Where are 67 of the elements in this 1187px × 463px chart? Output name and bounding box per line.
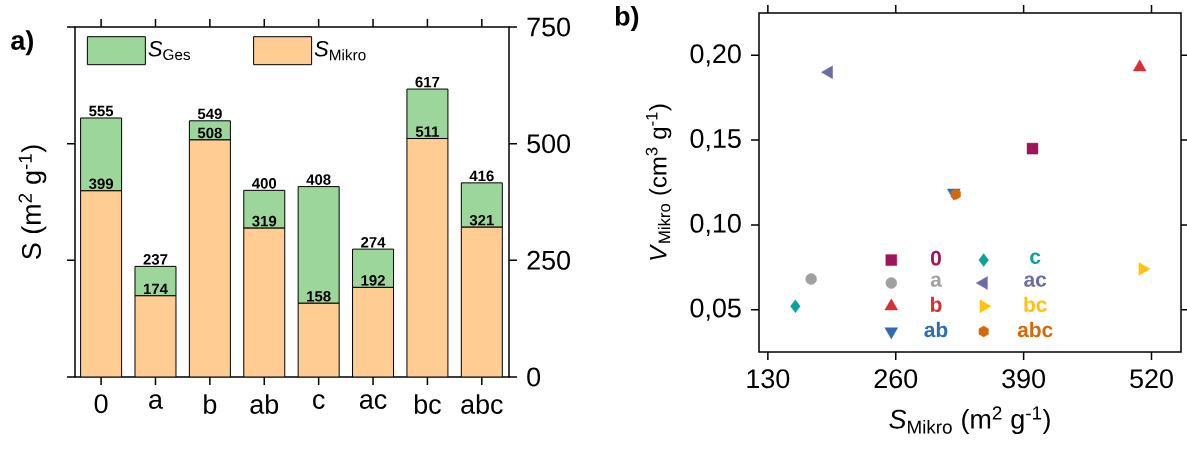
chart-title: b) [615, 6, 639, 32]
chart-title: a) [11, 30, 33, 56]
x-tick-label: bc [414, 394, 441, 414]
data-label: 511 [415, 126, 440, 137]
legend-label: a [930, 275, 942, 287]
point [821, 65, 833, 80]
bar [352, 287, 394, 377]
x-axis-title: S$_{Mikro}$ (m$^{2}$ g$^{-1}$) [889, 406, 1050, 435]
total-label: 400 [252, 178, 277, 189]
legend-label: S$_{Ges}$ [148, 41, 191, 61]
y-tick-label: 0,15 [690, 129, 741, 152]
total-label: 549 [197, 108, 222, 120]
y-tick-label: 0,05 [690, 298, 741, 321]
point [1138, 262, 1151, 276]
total-label: 555 [89, 105, 114, 117]
total-label: 408 [306, 174, 331, 185]
total-label: 416 [469, 170, 494, 182]
data-label: 321 [469, 214, 494, 226]
y-axis-title: V$_{Mikro}$ (cm$^{3}$ g$^{-1}$) [645, 104, 672, 260]
legend-label: ac [1024, 275, 1047, 287]
y-tick-label: 500 [527, 134, 570, 154]
legend-label: c [1030, 252, 1041, 264]
y-tick-label: 0,10 [690, 213, 741, 236]
bar [406, 138, 448, 377]
data-label: 192 [361, 275, 385, 286]
data-label: 174 [143, 283, 168, 295]
legend-label: b [930, 296, 942, 313]
bar [352, 248, 395, 288]
x-tick-label: 260 [874, 369, 918, 389]
legend-label: ab [924, 321, 948, 338]
x-tick-label: 0 [94, 394, 108, 414]
bar [243, 228, 285, 377]
bar [80, 190, 122, 377]
bar [134, 265, 177, 297]
point [790, 299, 801, 313]
legend-label: 0 [931, 250, 941, 266]
data-label: 508 [197, 127, 222, 139]
total-label: 274 [361, 236, 386, 248]
data-label: 319 [252, 215, 277, 227]
x-tick-label: c [313, 394, 325, 409]
data-label: 399 [88, 178, 114, 190]
bar [298, 303, 340, 377]
x-tick-label: ab [250, 394, 279, 414]
bar [189, 139, 231, 377]
total-label: 237 [143, 254, 168, 265]
bar [297, 186, 340, 304]
x-tick-label: abc [461, 394, 503, 414]
bar [460, 226, 503, 377]
x-tick-label: 130 [747, 369, 790, 389]
x-tick-label: a [149, 394, 163, 409]
data-label: 158 [307, 290, 331, 302]
y-tick-label: 250 [527, 250, 570, 270]
legend-label: S$_{Mikro}$ [314, 41, 366, 61]
x-tick-label: 520 [1130, 369, 1173, 389]
total-label: 617 [415, 76, 440, 88]
bar [134, 295, 176, 377]
x-tick-label: ac [359, 394, 387, 409]
y-tick-label: 0,20 [690, 44, 741, 67]
point [1026, 142, 1039, 155]
point [1133, 59, 1147, 72]
legend-label: abc [1017, 321, 1053, 338]
y-axis-title: S (m$^{2}$ g$^{-1}$) [18, 145, 47, 259]
point [805, 273, 817, 285]
legend-label: bc [1024, 296, 1047, 313]
x-tick-label: 390 [1002, 369, 1045, 389]
y-tick-label: 750 [527, 17, 570, 37]
x-tick-label: b [204, 394, 217, 414]
